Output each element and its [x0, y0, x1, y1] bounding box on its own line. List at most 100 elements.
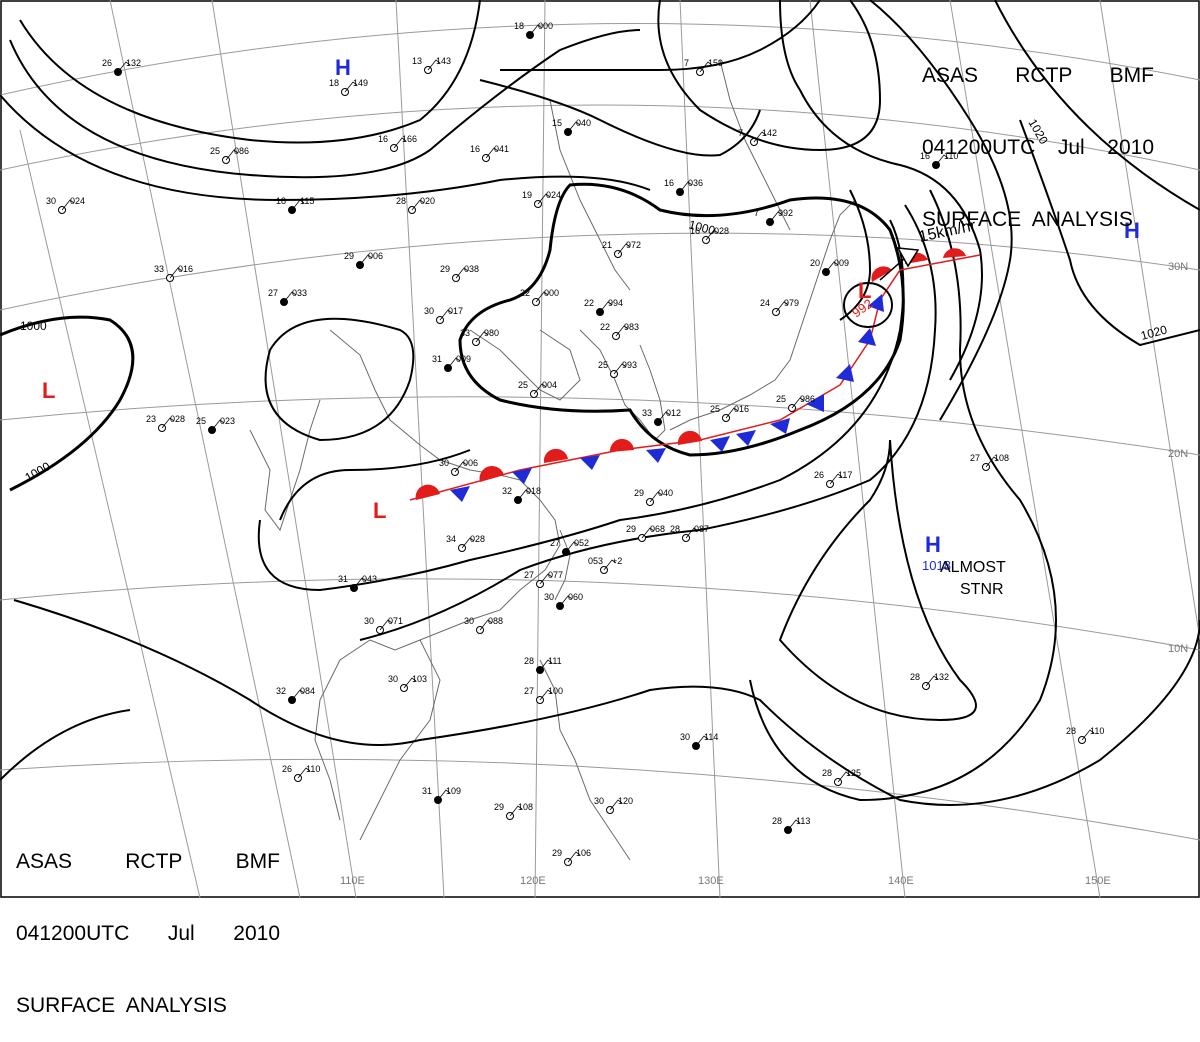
station-plot: 16 110 [920, 151, 958, 169]
station-wind-barb [283, 291, 297, 303]
isobar [359, 204, 937, 641]
station-temperature: 29 [552, 848, 562, 858]
cold-mark [806, 394, 824, 412]
station-pressure: 106 [576, 848, 591, 858]
station-pressure: 088 [488, 616, 503, 626]
station-plot: 28 111 [524, 656, 562, 674]
isobar [779, 0, 983, 381]
warm-mark [543, 448, 568, 463]
station-temperature: 26 [814, 470, 824, 480]
coastlines [249, 59, 856, 861]
station-plot: 29 068 [626, 524, 665, 542]
isobar [279, 449, 471, 521]
station-plot: 30 071 [364, 616, 403, 634]
station-wind-barb [775, 301, 789, 313]
station-plot: 30 103 [388, 674, 427, 692]
station-temperature: 31 [422, 786, 432, 796]
station-plot: 28 020 [396, 196, 435, 214]
station-pressure: 108 [518, 802, 533, 812]
isobar-1000-west [0, 315, 135, 492]
station-temperature: 30 [594, 796, 604, 806]
station-temperature: 34 [446, 534, 456, 544]
station-wind-barb [529, 24, 543, 36]
cold-mark [736, 430, 756, 446]
station-pressure: 041 [494, 144, 509, 154]
header-agency: ASAS [16, 850, 73, 873]
station-pressure: 023 [220, 416, 235, 426]
station-temperature: 33 [642, 408, 652, 418]
station-temperature: 30 [388, 674, 398, 684]
station-wind-barb [829, 473, 843, 485]
cold-mark [512, 468, 532, 484]
coast-taiwan [554, 529, 571, 601]
station-temperature: 29 [344, 251, 354, 261]
station-wind-barb [539, 689, 553, 701]
movement-arrow-shaft [879, 257, 906, 281]
cold-mark [646, 448, 666, 463]
coast-japan [669, 199, 856, 431]
station-plot: 31 009 [432, 354, 471, 372]
station-pressure: 017 [448, 306, 463, 316]
station-temperature: 30 [424, 306, 434, 316]
station-plot: 28 125 [822, 768, 861, 786]
station-wind-barb [559, 595, 573, 607]
station-pressure: 028 [170, 414, 185, 424]
cold-mark [836, 364, 854, 382]
station-temperature: 22 [520, 288, 530, 298]
station-wind-barb [455, 267, 469, 279]
station-plot: 26 132 [102, 58, 141, 76]
station-plot: 27 108 [970, 453, 1009, 471]
station-temperature: 16 [664, 178, 674, 188]
station-wind-barb [1081, 729, 1095, 741]
movement-arrow-head [896, 247, 920, 268]
station-pressure: 114 [704, 732, 718, 742]
station-plot: 30 060 [544, 592, 583, 610]
isobar [19, 0, 481, 144]
station-wind-barb [291, 689, 305, 701]
station-temperature: 31 [432, 354, 442, 364]
station-pressure: 992 [778, 208, 793, 218]
station-pressure: 024 [546, 190, 561, 200]
parallel [0, 104, 1200, 171]
low-center-symbol: L [373, 498, 386, 523]
station-wind-barb [695, 735, 709, 747]
station-pressure: 043 [362, 574, 377, 584]
station-plot: 33 980 [460, 328, 499, 346]
low-center-symbol: L [858, 278, 871, 303]
isobar [778, 439, 977, 722]
station-wind-barb [685, 527, 699, 539]
station-plot: 34 028 [446, 534, 485, 552]
station-pressure: +2 [612, 556, 622, 566]
station-plot: 24 979 [760, 298, 799, 316]
station-pressure: 109 [446, 786, 461, 796]
station-plot: 22 000 [520, 288, 559, 306]
meridian [109, 0, 301, 899]
meridian [211, 0, 357, 899]
latitude-label: 20N [1168, 448, 1188, 460]
station-pressure: 117 [838, 470, 852, 480]
station-pressure: 149 [353, 78, 368, 88]
longitude-label: 130E [698, 875, 724, 887]
station-plot: 053 +2 [588, 556, 622, 574]
header-line: 041200UTC Jul 2010 [922, 136, 1154, 160]
header-time: 041200UTC [16, 922, 130, 945]
station-temperature: 30 [364, 616, 374, 626]
station-wind-barb [925, 675, 939, 687]
station-wind-barb [485, 147, 499, 159]
isobar [9, 29, 641, 179]
station-temperature: 16 [470, 144, 480, 154]
station-wind-barb [705, 229, 719, 241]
warm-mark [479, 466, 504, 482]
station-plot: 30 017 [424, 306, 463, 324]
station-plot: 28 087 [670, 524, 709, 542]
station-wind-barb [649, 491, 663, 503]
station-temperature: 28 [1066, 726, 1076, 736]
isobar [869, 0, 1013, 421]
meridian [534, 0, 546, 899]
isobar-1000-center [458, 182, 905, 457]
station-plot: 25 004 [518, 380, 557, 398]
warm-mark [415, 484, 440, 500]
station-pressure: 071 [388, 616, 403, 626]
station-wind-barb [603, 559, 617, 571]
parallel [0, 396, 1200, 456]
